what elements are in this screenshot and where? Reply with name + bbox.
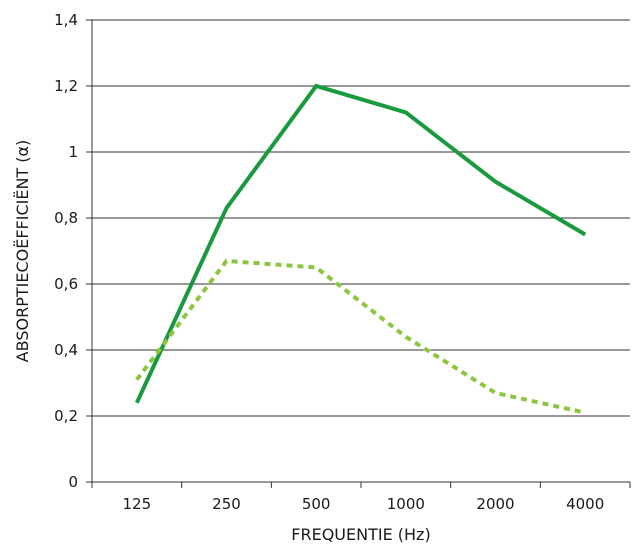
gridlines (92, 19, 630, 417)
y-tick-label: 1,2 (54, 77, 78, 95)
y-tick-label: 0 (68, 473, 78, 491)
axes (86, 19, 631, 488)
x-tick-label: 1000 (387, 495, 425, 513)
y-tick-label: 0,8 (54, 209, 78, 227)
x-axis-title: FREQUENTIE (Hz) (291, 525, 430, 544)
x-tick-label: 250 (212, 495, 241, 513)
y-axis-title: ABSORPTIECOËFFICIËNT (α) (13, 140, 32, 363)
x-tick-label: 500 (302, 495, 331, 513)
series-line-2 (135, 258, 586, 415)
series-line-1 (134, 83, 587, 404)
y-tick-label: 0,6 (54, 275, 78, 293)
x-tick-label: 125 (123, 495, 152, 513)
tick-labels: 0 0,2 0,4 0,6 0,8 1 1,2 1,4 125 250 500 1000 2000 400… (54, 11, 604, 513)
y-tick-label: 1,4 (54, 11, 78, 29)
y-tick-label: 1 (68, 143, 78, 161)
series-lines (134, 83, 587, 415)
x-tick-label: 2000 (476, 495, 514, 513)
x-tick-label: 4000 (566, 495, 604, 513)
y-tick-label: 0,2 (54, 407, 78, 425)
y-tick-label: 0,4 (54, 341, 78, 359)
